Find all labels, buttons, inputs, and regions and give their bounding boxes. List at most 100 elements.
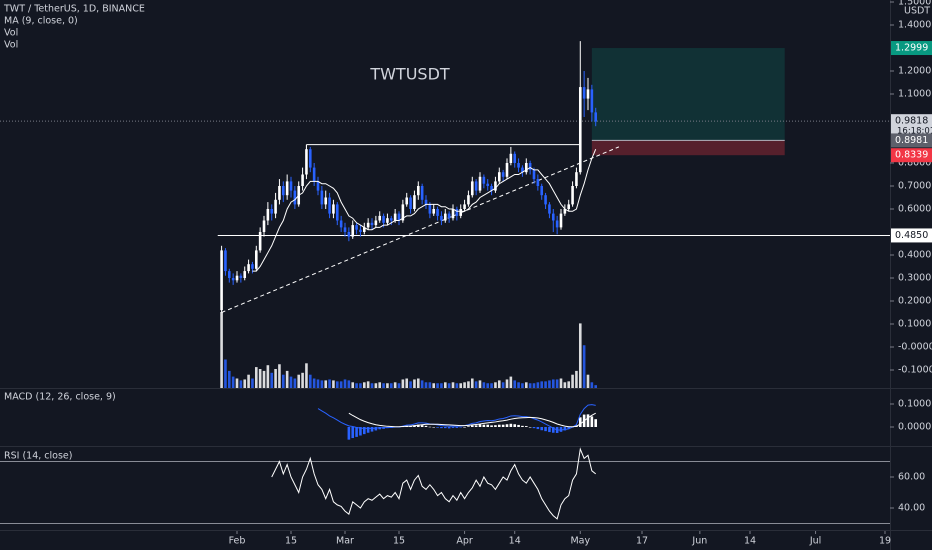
candle-body	[501, 172, 505, 177]
candle-body	[517, 162, 520, 168]
candle-body	[505, 162, 509, 177]
macd-histogram-bar	[578, 417, 582, 427]
candle-body	[316, 181, 320, 191]
candle-body	[440, 215, 443, 221]
candle-body	[405, 197, 409, 205]
volume-bar	[224, 359, 227, 388]
volume-bar	[301, 372, 304, 388]
volume-bar	[366, 381, 370, 388]
candle-body	[478, 176, 482, 191]
macd-histogram-bar	[505, 424, 509, 427]
volume-bar	[559, 378, 563, 388]
candle-body	[274, 199, 277, 214]
rsi-legend[interactable]: RSI (14, close)	[4, 451, 72, 462]
candle-body	[548, 204, 551, 214]
candle-body	[551, 213, 555, 221]
volume-bar	[447, 383, 451, 388]
x-tick-label: Jun	[691, 536, 707, 547]
volume-bar	[312, 378, 316, 388]
macd-histogram-bar	[563, 427, 567, 431]
macd-histogram-bar	[509, 423, 513, 427]
volume-bar	[274, 369, 277, 388]
macd-legend[interactable]: MACD (12, 26, close, 9)	[4, 392, 116, 403]
trendline	[221, 146, 620, 313]
candle-body	[386, 218, 389, 223]
candle-body	[513, 153, 517, 163]
volume-bar	[540, 381, 544, 388]
macd-histogram-bar	[521, 425, 524, 427]
candle-body	[324, 197, 328, 205]
volume-bar	[370, 383, 374, 388]
volume-bar	[563, 382, 567, 388]
volume-bar	[478, 380, 482, 388]
indicator-legend[interactable]: Vol	[4, 28, 18, 39]
macd-histogram-bar	[416, 424, 420, 427]
volume-bar	[305, 363, 308, 388]
candle-body	[339, 220, 343, 228]
entry-price-tag-bg	[891, 133, 932, 148]
macd-histogram-bar	[474, 425, 478, 427]
candle-body	[486, 183, 490, 186]
volume-bar	[428, 382, 432, 388]
volume-bar	[247, 374, 250, 388]
candle-body	[594, 112, 598, 122]
volume-bar	[389, 383, 393, 388]
macd-histogram-bar	[436, 427, 439, 428]
volume-bar	[532, 383, 536, 388]
candle-body	[227, 271, 231, 278]
target-price-tag-bg	[891, 41, 932, 56]
volume-bar	[517, 382, 520, 388]
volume-bar	[594, 385, 598, 388]
candle-body	[389, 218, 393, 221]
volume-bar	[509, 376, 513, 388]
volume-bar	[362, 382, 366, 388]
candle-body	[420, 185, 424, 200]
candle-body	[532, 169, 536, 180]
volume-bar	[505, 379, 509, 388]
macd-histogram-bar	[513, 424, 517, 427]
candle-body	[482, 176, 486, 184]
volume-bar	[397, 383, 401, 388]
indicator-legend[interactable]: Vol	[4, 40, 18, 51]
volume-bar	[590, 382, 594, 388]
y-tick-label: 40.00	[898, 502, 925, 513]
volume-bar	[586, 374, 590, 388]
candle-body	[374, 220, 378, 226]
y-tick-label: 0.1000	[898, 318, 931, 329]
candle-body	[247, 264, 250, 272]
macd-histogram-bar	[497, 424, 501, 427]
volume-bar	[270, 372, 274, 388]
volume-bar	[490, 383, 493, 388]
volume-bar	[548, 380, 551, 388]
macd-histogram-bar	[551, 427, 555, 433]
candle-body	[266, 208, 270, 221]
entry-price-tag: 0.8981	[895, 135, 928, 146]
y-tick-label: 0.4000	[898, 249, 931, 260]
candle-body	[409, 197, 412, 209]
volume-bar	[416, 378, 420, 388]
x-tick-label: 19	[879, 536, 891, 547]
candle-body	[582, 87, 586, 99]
candle-body	[528, 162, 532, 170]
volume-bar	[555, 379, 559, 388]
macd-histogram-bar	[351, 427, 355, 439]
symbol-legend[interactable]: TWT / TetherUS, 1D, BINANCE	[3, 4, 145, 15]
macd-histogram-bar	[440, 427, 443, 429]
macd-histogram-bar	[517, 424, 520, 427]
candle-body	[544, 195, 547, 205]
macd-histogram-bar	[432, 427, 436, 428]
macd-histogram-bar	[559, 427, 563, 432]
candle-body	[335, 204, 339, 221]
volume-bar	[401, 379, 405, 388]
candle-body	[235, 275, 239, 281]
stop-price-tag: 0.8339	[895, 150, 928, 161]
macd-histogram-bar	[428, 426, 432, 428]
indicator-legend[interactable]: MA (9, close, 0)	[4, 16, 78, 27]
candle-body	[359, 229, 362, 232]
volume-bar	[355, 383, 358, 388]
volume-bar	[343, 379, 347, 388]
candle-body	[451, 208, 455, 219]
signal-line	[348, 412, 596, 428]
